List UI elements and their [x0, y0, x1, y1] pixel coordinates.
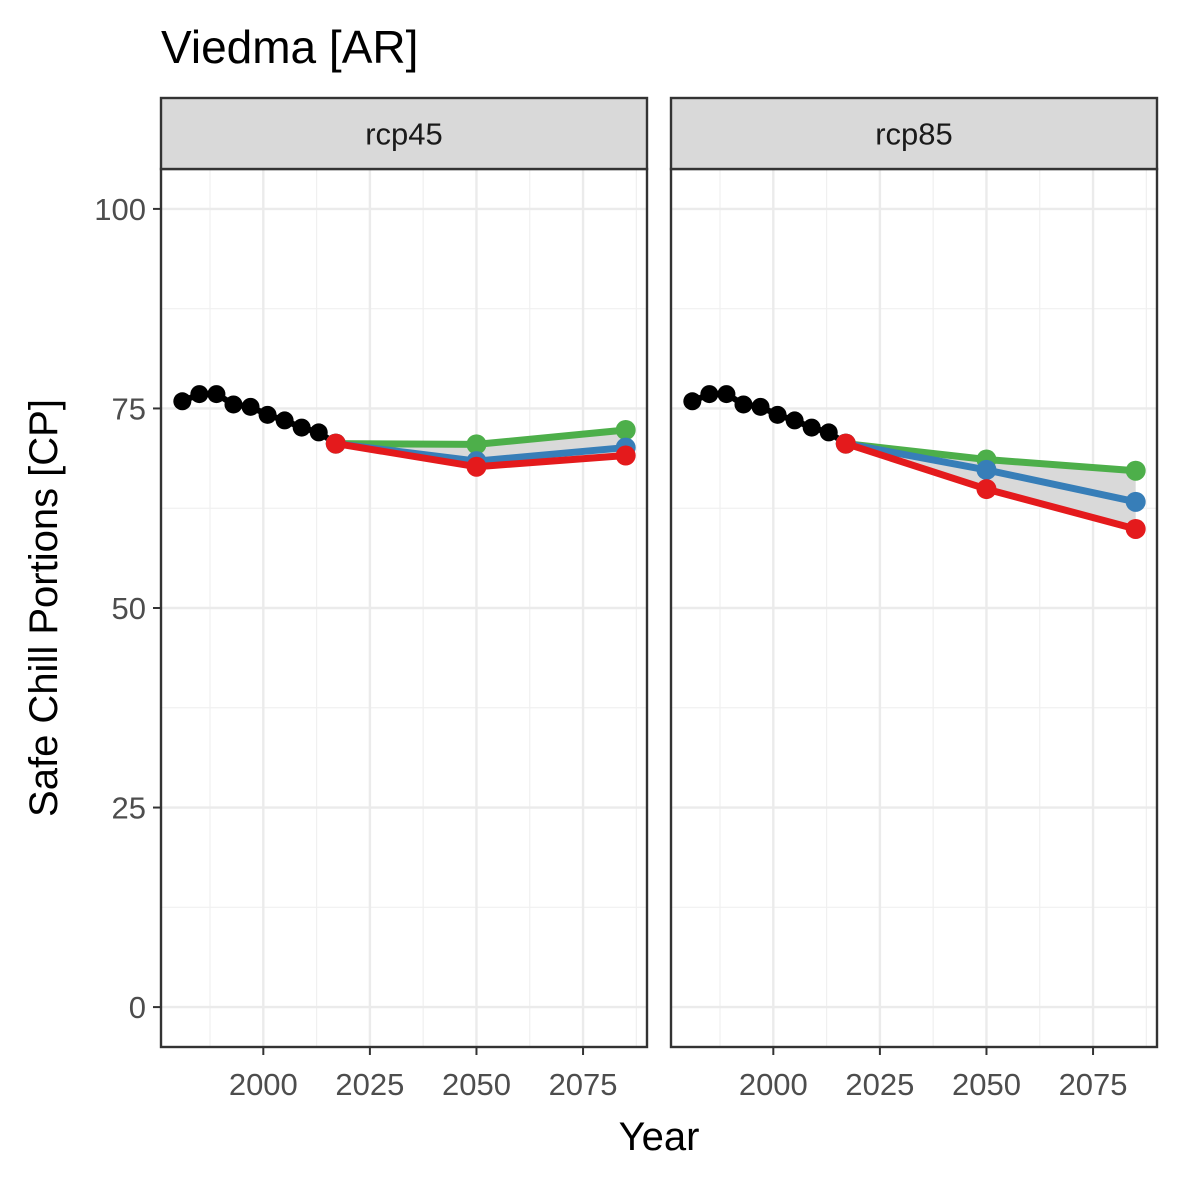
x-tick-label: 2025	[845, 1067, 914, 1102]
historic-point	[224, 395, 243, 414]
x-tick-label: 2075	[549, 1067, 618, 1102]
scenario-point-high	[1125, 460, 1146, 481]
y-axis-title: Safe Chill Portions [CP]	[22, 399, 66, 817]
historic-point	[241, 397, 260, 416]
x-tick-label: 2000	[739, 1067, 808, 1102]
historic-point	[717, 385, 736, 404]
facet-strip	[669, 96, 1159, 171]
historic-point	[768, 405, 787, 424]
scenario-point-high	[615, 420, 636, 441]
historic-point	[683, 392, 702, 411]
scenario-point-high	[466, 434, 487, 455]
facet-strip-label: rcp45	[365, 117, 443, 152]
historic-point	[819, 423, 838, 442]
historic-point	[802, 418, 821, 437]
x-tick-label: 2000	[229, 1067, 298, 1102]
y-tick-label: 75	[112, 391, 146, 426]
facet-panel-rcp85: rcp85 2000 2025 2050 2075	[669, 96, 1159, 1102]
y-tick-label: 0	[129, 990, 146, 1025]
y-tick-label: 25	[112, 791, 146, 826]
x-tick-label: 2025	[335, 1067, 404, 1102]
historic-point	[785, 411, 804, 430]
historic-point	[292, 418, 311, 437]
facet-panel-rcp45: rcp45 2000 2025 2050 2075	[159, 96, 649, 1102]
scenario-point-low	[1125, 518, 1146, 539]
x-axis-title: Year	[619, 1115, 700, 1159]
x-tick-label: 2050	[442, 1067, 511, 1102]
scenario-point-low	[325, 433, 346, 454]
historic-point	[309, 423, 328, 442]
facet-strip-label: rcp85	[875, 117, 953, 152]
historic-point	[173, 392, 192, 411]
scenario-point-low	[835, 433, 856, 454]
historic-point	[734, 395, 753, 414]
historic-point	[207, 385, 226, 404]
facet-panels: 0 25 50 75 100 rcp45 2000 2025 2050 2075 rcp85 2000…	[94, 96, 1159, 1102]
chart-title: Viedma [AR]	[161, 21, 418, 73]
x-tick-label: 2075	[1059, 1067, 1128, 1102]
scenario-point-mid	[1125, 491, 1146, 512]
facet-strip	[159, 96, 649, 171]
historic-point	[275, 411, 294, 430]
y-tick-label: 100	[94, 192, 146, 227]
historic-point	[700, 385, 719, 404]
scenario-point-low	[976, 479, 997, 500]
scenario-point-low	[615, 445, 636, 466]
x-tick-label: 2050	[952, 1067, 1021, 1102]
scenario-point-low	[466, 456, 487, 477]
historic-point	[258, 405, 277, 424]
scenario-point-mid	[976, 459, 997, 480]
historic-point	[751, 397, 770, 416]
y-tick-label: 50	[112, 591, 146, 626]
historic-point	[190, 385, 209, 404]
